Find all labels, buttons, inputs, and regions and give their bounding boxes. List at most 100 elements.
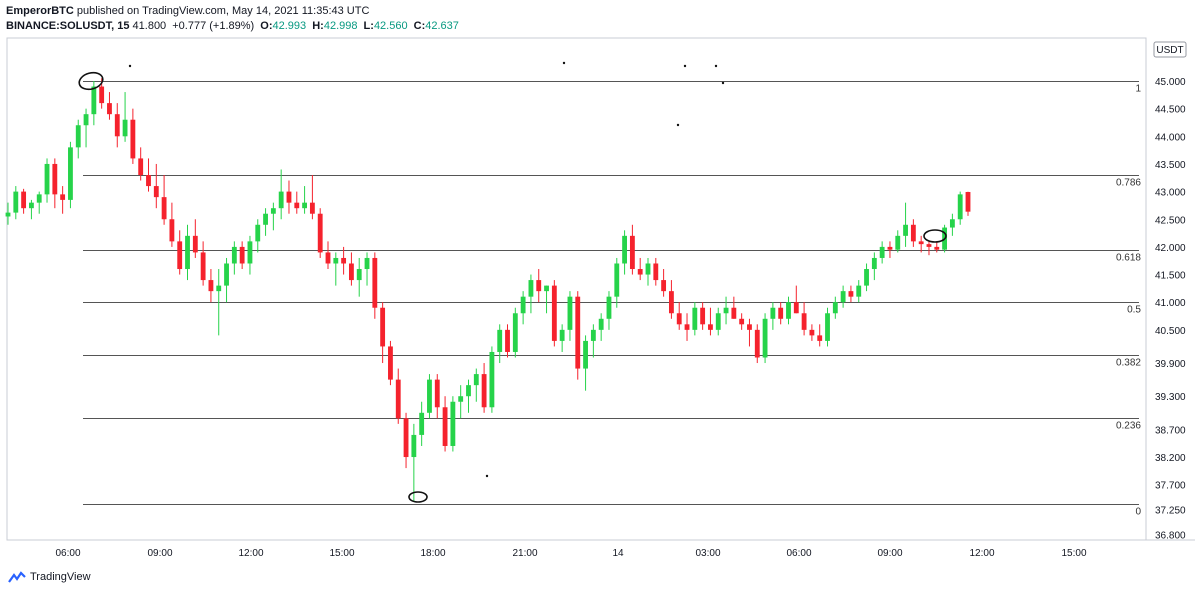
y-tick-label: 42.500 [1155,215,1186,226]
candle-body [645,263,651,275]
y-tick-label: 43.000 [1155,188,1186,199]
annotation-dot [714,64,718,68]
candle-body [44,163,50,195]
candle-body [270,208,276,214]
candle-body [28,202,34,209]
y-tick-label: 39.900 [1155,359,1186,370]
candle-body [793,302,799,314]
candle-body [239,246,245,264]
candle-body [809,329,815,336]
candle-body [442,407,448,446]
candle-body [895,235,901,250]
annotation-dot [683,64,687,68]
candle-body [544,285,549,292]
chart-header: EmperorBTC published on TradingView.com,… [6,4,462,34]
candle-body [317,213,323,253]
candle-body [380,307,386,347]
candle-body [684,324,690,330]
candle-body [879,246,885,258]
candle-body [747,324,752,330]
candle-body [450,401,456,446]
candle-body [934,246,940,250]
annotation-dot [721,81,725,85]
open-label: O: [260,20,273,32]
annotations [78,61,947,503]
y-tick-label: 41.000 [1155,298,1186,309]
candle-body [255,224,261,242]
circle-annotation-current [923,229,947,243]
high-value: 42.998 [323,20,358,32]
x-tick-label: 12:00 [969,548,994,559]
tradingview-footer[interactable]: TradingView [8,571,91,583]
candle-body [528,280,534,297]
candle-body [294,202,300,209]
candle-body [536,280,542,292]
candle-body [341,257,347,264]
candle-body [864,269,869,286]
candle-body [192,235,198,253]
currency-badge: USDT [1153,41,1187,58]
candle-body [505,329,510,352]
candle-body [762,318,768,358]
candle-body [427,379,432,413]
x-tick-label: 15:00 [329,548,354,559]
candle-body [583,340,588,369]
plot-border [6,37,1147,541]
candle-body [598,318,604,330]
candle-body [700,307,706,325]
candle-body [278,191,284,209]
published-text: published on TradingView.com, May 14, 20… [76,5,370,17]
candle-body [216,285,222,292]
candle-body [224,263,229,286]
candle-body [832,302,838,314]
axes: 45.000 44.500 44.000 43.500 43.000 42.500 42.0… [55,41,1187,559]
candle-body [949,219,955,228]
candle-body [903,224,908,236]
candle-body [333,257,339,264]
candle-body [325,252,331,264]
candle-body [356,269,362,281]
author-name[interactable]: EmperorBTC [6,5,74,17]
x-tick-label: 18:00 [420,548,445,559]
candle-body [910,224,916,242]
candle-body [185,235,190,270]
candle-body [629,235,635,270]
candle-body [817,335,823,341]
x-tick-label: 06:00 [786,548,811,559]
y-tick-label: 42.000 [1155,243,1186,254]
x-tick-label: 21:00 [512,548,537,559]
close-label: C: [413,20,426,32]
candle-body [715,313,721,330]
candle-body [153,186,159,198]
candle-body [36,194,42,203]
candle-body [122,119,128,137]
y-tick-label: 44.000 [1155,132,1186,143]
candle-body [473,374,479,386]
candle-body [668,291,674,314]
candle-body [372,257,378,308]
tradingview-logo-icon [8,571,26,583]
annotation-dot [562,61,566,65]
candle-body [364,257,370,270]
currency-badge-box [1153,41,1187,58]
candle-body [13,191,19,213]
candle-body [653,263,659,281]
candle-body [676,313,682,325]
x-tick-label: 03:00 [695,548,720,559]
candle-body [138,158,144,176]
last-price: 41.800 [132,20,167,32]
candle-body [614,263,620,297]
candle-body [512,313,518,352]
candles [5,78,971,502]
candle-body [692,307,698,330]
candle-body [778,307,784,319]
candle-body [965,191,971,212]
candle-body [871,257,877,270]
candle-body [146,175,151,187]
candle-body [458,396,464,402]
low-value: 42.560 [373,20,408,32]
candle-body [731,307,737,319]
candle-body [708,324,713,330]
x-tick-label: 12:00 [238,548,263,559]
